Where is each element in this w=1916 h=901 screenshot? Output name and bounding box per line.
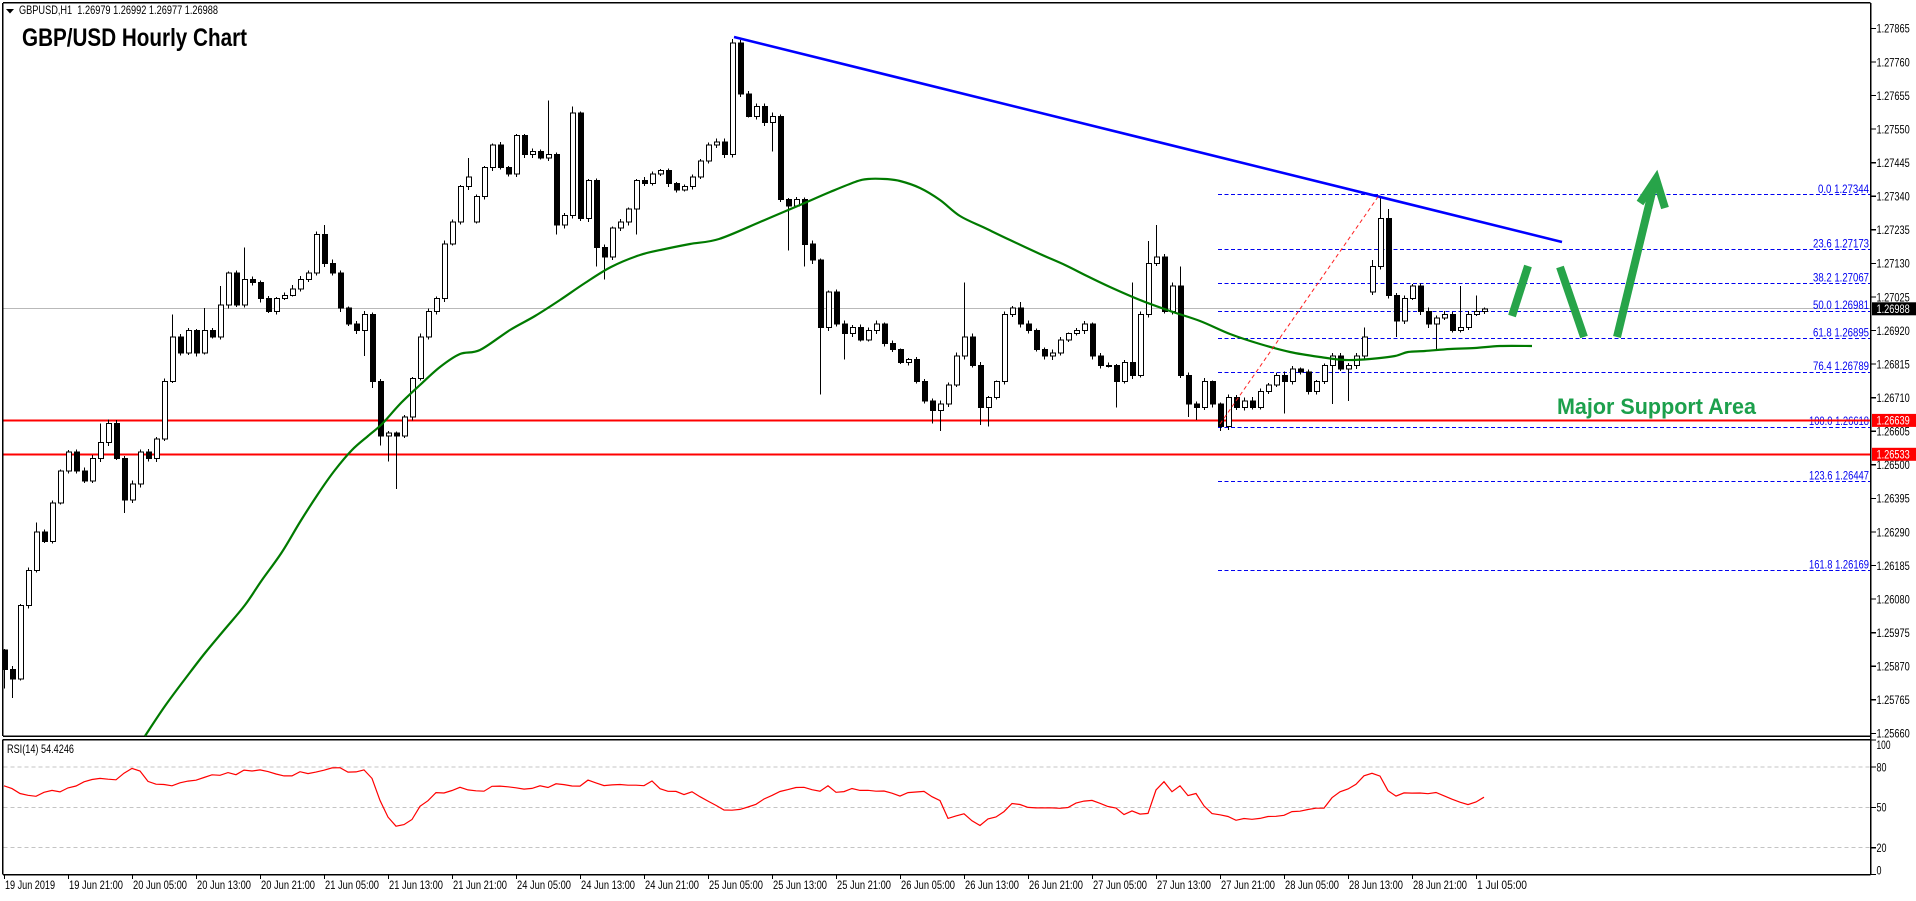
svg-text:1.26500: 1.26500 bbox=[1877, 458, 1911, 472]
svg-text:1.27445: 1.27445 bbox=[1877, 156, 1911, 170]
svg-text:21 Jun 21:00: 21 Jun 21:00 bbox=[453, 878, 507, 892]
svg-text:1.26395: 1.26395 bbox=[1877, 492, 1911, 506]
svg-text:20 Jun 05:00: 20 Jun 05:00 bbox=[133, 878, 187, 892]
svg-text:26 Jun 05:00: 26 Jun 05:00 bbox=[901, 878, 955, 892]
svg-text:1.27130: 1.27130 bbox=[1877, 257, 1911, 271]
svg-text:24 Jun 21:00: 24 Jun 21:00 bbox=[645, 878, 699, 892]
svg-text:24 Jun 05:00: 24 Jun 05:00 bbox=[517, 878, 571, 892]
svg-text:28 Jun 21:00: 28 Jun 21:00 bbox=[1413, 878, 1467, 892]
svg-text:25 Jun 05:00: 25 Jun 05:00 bbox=[709, 878, 763, 892]
svg-text:1 Jul 05:00: 1 Jul 05:00 bbox=[1477, 878, 1527, 892]
svg-text:80: 80 bbox=[1877, 760, 1887, 774]
svg-text:1.26290: 1.26290 bbox=[1877, 525, 1911, 539]
svg-text:50.0 1.26981: 50.0 1.26981 bbox=[1813, 298, 1869, 312]
svg-text:123.6 1.26447: 123.6 1.26447 bbox=[1809, 469, 1869, 483]
svg-text:1.25660: 1.25660 bbox=[1877, 727, 1911, 741]
svg-text:1.25975: 1.25975 bbox=[1877, 626, 1911, 640]
svg-text:25 Jun 21:00: 25 Jun 21:00 bbox=[837, 878, 891, 892]
svg-text:20 Jun 21:00: 20 Jun 21:00 bbox=[261, 878, 315, 892]
svg-text:RSI(14) 54.4246: RSI(14) 54.4246 bbox=[7, 742, 74, 756]
svg-text:1.26920: 1.26920 bbox=[1877, 324, 1911, 338]
svg-text:1.27760: 1.27760 bbox=[1877, 55, 1911, 69]
svg-text:1.27340: 1.27340 bbox=[1877, 190, 1911, 204]
svg-text:27 Jun 05:00: 27 Jun 05:00 bbox=[1093, 878, 1147, 892]
svg-text:0: 0 bbox=[1877, 864, 1882, 878]
svg-text:50: 50 bbox=[1877, 801, 1887, 815]
svg-text:1.25765: 1.25765 bbox=[1877, 693, 1911, 707]
svg-text:20 Jun 13:00: 20 Jun 13:00 bbox=[197, 878, 251, 892]
svg-text:1.26710: 1.26710 bbox=[1877, 391, 1911, 405]
svg-text:38.2 1.27067: 38.2 1.27067 bbox=[1813, 270, 1869, 284]
svg-text:161.8 1.26169: 161.8 1.26169 bbox=[1809, 557, 1869, 571]
svg-text:1.26605: 1.26605 bbox=[1877, 425, 1911, 439]
svg-text:19 Jun 21:00: 19 Jun 21:00 bbox=[69, 878, 123, 892]
svg-text:26 Jun 13:00: 26 Jun 13:00 bbox=[965, 878, 1019, 892]
svg-text:1.26988: 1.26988 bbox=[1877, 302, 1911, 316]
svg-text:1.27025: 1.27025 bbox=[1877, 290, 1911, 304]
svg-text:25 Jun 13:00: 25 Jun 13:00 bbox=[773, 878, 827, 892]
svg-text:1.26185: 1.26185 bbox=[1877, 559, 1911, 573]
svg-text:100: 100 bbox=[1877, 738, 1891, 752]
svg-text:21 Jun 05:00: 21 Jun 05:00 bbox=[325, 878, 379, 892]
svg-text:27 Jun 21:00: 27 Jun 21:00 bbox=[1221, 878, 1275, 892]
svg-text:1.25870: 1.25870 bbox=[1877, 660, 1911, 674]
svg-text:1.27550: 1.27550 bbox=[1877, 122, 1911, 136]
svg-text:1.27865: 1.27865 bbox=[1877, 22, 1911, 36]
svg-text:1.26080: 1.26080 bbox=[1877, 592, 1911, 606]
svg-text:0.0 1.27344: 0.0 1.27344 bbox=[1818, 182, 1869, 196]
svg-text:23.6 1.27173: 23.6 1.27173 bbox=[1813, 237, 1869, 251]
svg-text:76.4 1.26789: 76.4 1.26789 bbox=[1813, 359, 1869, 373]
svg-text:1.26533: 1.26533 bbox=[1877, 448, 1911, 462]
svg-text:1.27235: 1.27235 bbox=[1877, 223, 1911, 237]
svg-text:27 Jun 13:00: 27 Jun 13:00 bbox=[1157, 878, 1211, 892]
svg-text:1.26639: 1.26639 bbox=[1877, 414, 1911, 428]
svg-text:26 Jun 21:00: 26 Jun 21:00 bbox=[1029, 878, 1083, 892]
svg-text:Major Support Area: Major Support Area bbox=[1557, 394, 1757, 419]
svg-text:21 Jun 13:00: 21 Jun 13:00 bbox=[389, 878, 443, 892]
svg-text:61.8 1.26895: 61.8 1.26895 bbox=[1813, 325, 1869, 339]
svg-text:GBPUSD,H1 1.26979 1.26992 1.2: GBPUSD,H1 1.26979 1.26992 1.26977 1.2698… bbox=[19, 3, 218, 17]
svg-text:28 Jun 05:00: 28 Jun 05:00 bbox=[1285, 878, 1339, 892]
svg-text:1.27655: 1.27655 bbox=[1877, 89, 1911, 103]
svg-text:19 Jun 2019: 19 Jun 2019 bbox=[5, 878, 55, 892]
svg-text:20: 20 bbox=[1877, 841, 1887, 855]
svg-text:1.26815: 1.26815 bbox=[1877, 357, 1911, 371]
svg-text:GBP/USD Hourly Chart: GBP/USD Hourly Chart bbox=[22, 24, 248, 52]
svg-text:24 Jun 13:00: 24 Jun 13:00 bbox=[581, 878, 635, 892]
svg-text:28 Jun 13:00: 28 Jun 13:00 bbox=[1349, 878, 1403, 892]
